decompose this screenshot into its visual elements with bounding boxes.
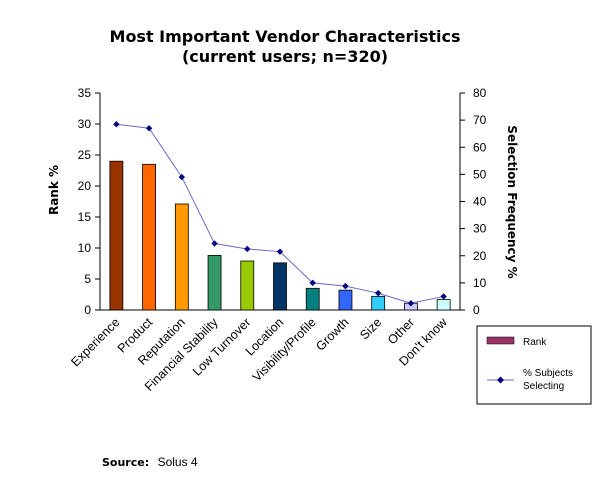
left-axis-ticks: 0 5 10 15 20 25 30 35 <box>78 86 100 317</box>
left-tick-label: 10 <box>78 241 92 255</box>
legend-rank-label: Rank <box>523 337 547 348</box>
right-tick-label: 80 <box>473 86 487 100</box>
legend-selecting-label-line: Selecting <box>523 381 564 392</box>
legend-line-marker <box>497 376 504 384</box>
right-tick-label: 70 <box>473 113 487 127</box>
rank-bar <box>338 289 353 311</box>
left-tick-label: 15 <box>78 210 92 224</box>
left-tick-label: 5 <box>84 272 91 286</box>
right-tick-label: 30 <box>473 222 487 236</box>
left-tick-label: 20 <box>78 179 92 193</box>
source-value: Solus 4 <box>158 455 198 469</box>
rank-bar <box>207 255 222 311</box>
selection-point <box>178 173 186 181</box>
rank-bar <box>273 262 287 311</box>
source-label: Source: <box>102 456 149 469</box>
rank-bar <box>142 163 156 311</box>
selection-point <box>211 240 218 247</box>
chart-title: Most Important Vendor Characteristics <box>110 27 461 46</box>
left-tick-label: 0 <box>84 303 91 317</box>
chart-subtitle: (current users; n=320) <box>182 47 388 66</box>
selection-point <box>276 248 284 255</box>
category-label: Size <box>357 315 384 342</box>
rank-bar <box>305 287 320 311</box>
rank-bar <box>174 203 189 311</box>
right-tick-label: 50 <box>473 167 487 181</box>
category-label: Experience <box>68 315 122 369</box>
legend: Rank % Subjects Selecting <box>476 325 592 405</box>
legend-selecting-label: % Subjects Selecting <box>523 368 573 392</box>
selection-point <box>440 293 447 300</box>
selection-point <box>145 125 153 132</box>
source-line: Source: Solus 4 <box>102 453 198 470</box>
selection-point <box>309 279 316 287</box>
left-tick-label: 25 <box>78 148 92 162</box>
right-tick-label: 0 <box>473 303 480 317</box>
selection-point <box>244 245 251 253</box>
y-axis-title: Rank % <box>47 165 61 215</box>
selection-point <box>374 289 382 297</box>
line-series <box>113 120 447 307</box>
selection-point <box>113 120 120 128</box>
right-tick-label: 10 <box>473 276 487 290</box>
right-axis-ticks: 0 10 20 30 40 50 60 70 80 <box>460 86 487 317</box>
legend-selecting-label-line: % Subjects <box>523 368 573 379</box>
legend-rank-swatch <box>486 336 515 345</box>
left-tick-label: 35 <box>78 86 92 100</box>
left-tick-label: 30 <box>78 117 92 131</box>
selection-point <box>342 282 349 290</box>
category-label: Growth <box>313 315 351 353</box>
rank-bar <box>109 160 124 311</box>
selection-point <box>407 300 415 307</box>
rank-bar <box>436 299 451 311</box>
right-tick-label: 20 <box>473 249 487 263</box>
rank-bar <box>371 295 386 311</box>
right-tick-label: 40 <box>473 195 487 209</box>
y2-axis-title: Selection Frequency % <box>505 125 519 278</box>
right-tick-label: 60 <box>473 140 487 154</box>
bar-series <box>109 160 451 311</box>
rank-bar <box>240 260 255 311</box>
